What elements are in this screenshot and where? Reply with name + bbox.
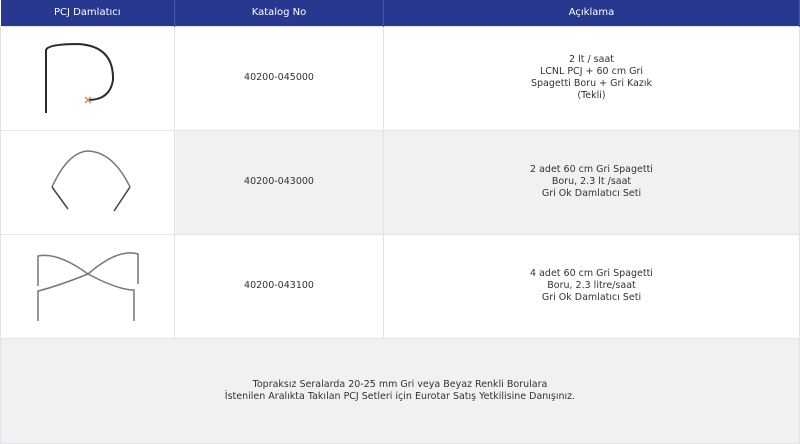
header-description: Açıklama (383, 0, 800, 26)
footer-line: İstenilen Aralıkta Takılan PCJ Setleri i… (224, 390, 576, 402)
description-line: LCNL PCJ + 60 cm Gri (539, 66, 644, 77)
product-image-cell (0, 25, 175, 131)
pcj-quad-set-image (36, 252, 139, 321)
description-line: Spagetti Boru + Gri Kazık (530, 78, 653, 89)
description: 2 lt / saat LCNL PCJ + 60 cm Gri Spagett… (383, 25, 800, 131)
catalog-no: 40200-045000 (174, 25, 384, 131)
description-line: 4 adet 60 cm Gri Spagetti (530, 268, 653, 279)
footer-note: Topraksız Seralarda 20-25 mm Gri veya Be… (0, 337, 800, 444)
description-line: 2 lt / saat (569, 54, 614, 65)
description: 2 adet 60 cm Gri Spagetti Boru, 2.3 lt /… (383, 129, 800, 235)
pcj-single-dripper-image (44, 42, 114, 113)
description-line: Boru, 2.3 lt /saat (551, 176, 632, 187)
description-line: Gri Ok Damlatıcı Seti (541, 188, 642, 199)
description-line: Boru, 2.3 litre/saat (547, 280, 636, 291)
footer-row: Topraksız Seralarda 20-25 mm Gri veya Be… (0, 337, 800, 444)
catalog-no: 40200-043000 (174, 129, 384, 235)
product-image-cell (0, 129, 175, 235)
description: 4 adet 60 cm Gri Spagetti Boru, 2.3 litr… (383, 233, 800, 339)
header-catalog: Katalog No (174, 0, 384, 26)
description-line: 2 adet 60 cm Gri Spagetti (530, 164, 653, 175)
table-row: 40200-043100 4 adet 60 cm Gri Spagetti B… (0, 233, 800, 339)
table-row: 40200-043000 2 adet 60 cm Gri Spagetti B… (0, 129, 800, 235)
description-line: (Tekli) (577, 90, 606, 101)
product-image-cell (0, 233, 175, 339)
header-pcj: PCJ Damlatıcı (0, 0, 175, 26)
description-line: Gri Ok Damlatıcı Seti (541, 292, 642, 303)
pcj-double-set-image (50, 150, 131, 212)
table-header: PCJ Damlatıcı Katalog No Açıklama (0, 0, 800, 26)
footer-line: Topraksız Seralarda 20-25 mm Gri veya Be… (252, 378, 548, 390)
catalog-no: 40200-043100 (174, 233, 384, 339)
table-row: 40200-045000 2 lt / saat LCNL PCJ + 60 c… (0, 25, 800, 131)
